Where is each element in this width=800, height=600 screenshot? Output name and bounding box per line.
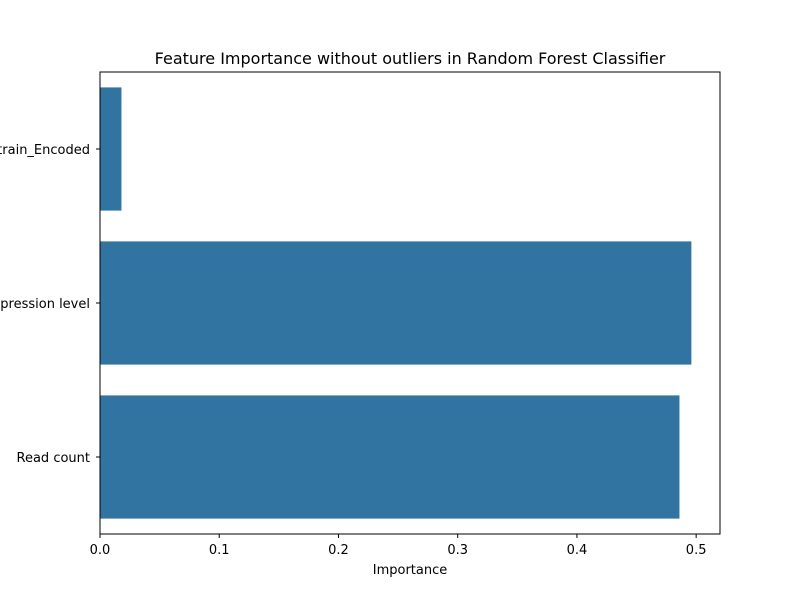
x-axis-ticks: 0.0 0.1 0.2 0.3 0.4 0.5 bbox=[90, 534, 707, 558]
x-tick-label: 0.0 bbox=[90, 543, 111, 558]
y-axis-ticks: Strain_Encoded Expression level Read count bbox=[0, 143, 100, 466]
y-tick-label: Read count bbox=[17, 451, 90, 466]
plot-frame bbox=[99, 71, 721, 535]
x-tick-label: 0.4 bbox=[567, 543, 588, 558]
y-tick-label: Strain_Encoded bbox=[0, 143, 90, 158]
bars-group bbox=[100, 87, 692, 519]
chart-title: Feature Importance without outliers in R… bbox=[155, 49, 666, 68]
bar-1 bbox=[100, 241, 692, 365]
x-tick-label: 0.2 bbox=[328, 543, 349, 558]
y-tick-label: Expression level bbox=[0, 297, 90, 312]
x-tick-label: 0.1 bbox=[209, 543, 230, 558]
bar-0 bbox=[100, 87, 122, 211]
x-tick-label: 0.5 bbox=[686, 543, 707, 558]
x-axis-label: Importance bbox=[373, 563, 448, 578]
x-tick-label: 0.3 bbox=[447, 543, 468, 558]
bar-2 bbox=[100, 395, 680, 519]
